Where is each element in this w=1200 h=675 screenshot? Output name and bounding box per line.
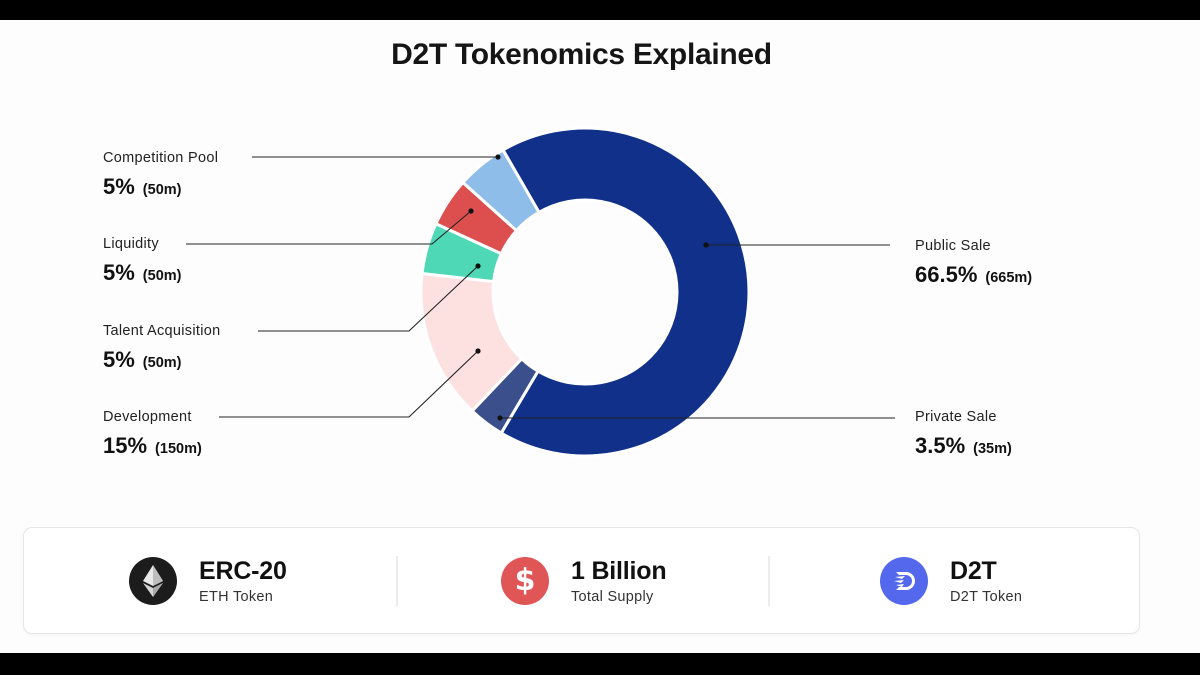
d2t-logo-icon [880,556,928,605]
letterbox-top [0,0,1200,20]
info-subtitle: D2T Token [950,588,1023,605]
dollar-icon: $ [501,556,549,605]
label-amount: (50m) [142,268,182,284]
label-development: Development 15% (150m) [103,408,202,461]
label-name: Competition Pool [103,150,219,166]
label-name: Public Sale [915,238,991,254]
label-amount: (50m) [142,182,182,198]
slice-public-sale [499,126,751,458]
label-value: 5% (50m) [103,175,218,202]
leader-dot [468,208,474,214]
leader-dot [703,242,709,248]
info-subtitle: Total Supply [571,588,654,605]
label-private-sale: Private Sale 3.5% (35m) [915,408,1012,461]
label-talent-acquisition: Talent Acquisition 5% (50m) [103,322,220,375]
info-item-supply: $ 1 Billion Total Supply [501,528,667,633]
info-title: D2T [950,556,997,585]
slice-competition-pool [460,147,542,233]
divider [768,556,770,606]
label-value: 15% (150m) [103,434,202,461]
leader-line [186,210,472,245]
leader-line [219,350,479,418]
label-amount: (35m) [973,441,1012,457]
info-text: 1 Billion Total Supply [571,556,667,605]
label-percent: 5% [103,174,135,199]
info-subtitle: ETH Token [199,588,274,605]
label-value: 66.5% (665m) [915,263,1032,290]
leader-dot [475,348,481,354]
label-name: Development [103,409,192,425]
label-amount: (50m) [142,355,182,371]
label-amount: (150m) [155,441,202,457]
label-percent: 5% [103,260,135,285]
label-liquidity: Liquidity 5% (50m) [103,235,181,288]
donut-slices [419,126,751,458]
label-name: Liquidity [103,236,159,252]
info-text: D2T D2T Token [950,557,1022,605]
label-percent: 3.5% [915,433,966,458]
leader-dot [475,263,481,269]
label-percent: 15% [103,433,148,458]
label-public-sale: Public Sale 66.5% (665m) [915,237,1032,290]
label-value: 3.5% (35m) [915,434,1012,461]
ethereum-icon [129,556,177,605]
info-title: 1 Billion [571,556,667,585]
info-text: ERC-20 ETH Token [199,557,287,605]
divider [396,556,398,606]
label-name: Private Sale [915,409,997,425]
token-info-card: ERC-20 ETH Token $ 1 Billion Total Suppl… [23,527,1140,634]
label-value: 5% (50m) [103,261,181,288]
leader-dot [497,415,503,421]
info-item-token: D2T D2T Token [880,528,1022,633]
page-title: D2T Tokenomics Explained [391,38,772,71]
info-item-standard: ERC-20 ETH Token [129,528,287,633]
leader-line [258,265,479,332]
label-percent: 5% [103,347,135,372]
label-competition-pool: Competition Pool 5% (50m) [103,149,218,202]
info-title: ERC-20 [199,556,287,585]
leader-dot [495,154,501,160]
label-name: Talent Acquisition [103,323,221,339]
label-amount: (665m) [985,270,1033,286]
label-percent: 66.5% [915,262,978,287]
label-value: 5% (50m) [103,348,220,375]
leader-lines [186,154,895,421]
letterbox-bottom [0,653,1200,675]
